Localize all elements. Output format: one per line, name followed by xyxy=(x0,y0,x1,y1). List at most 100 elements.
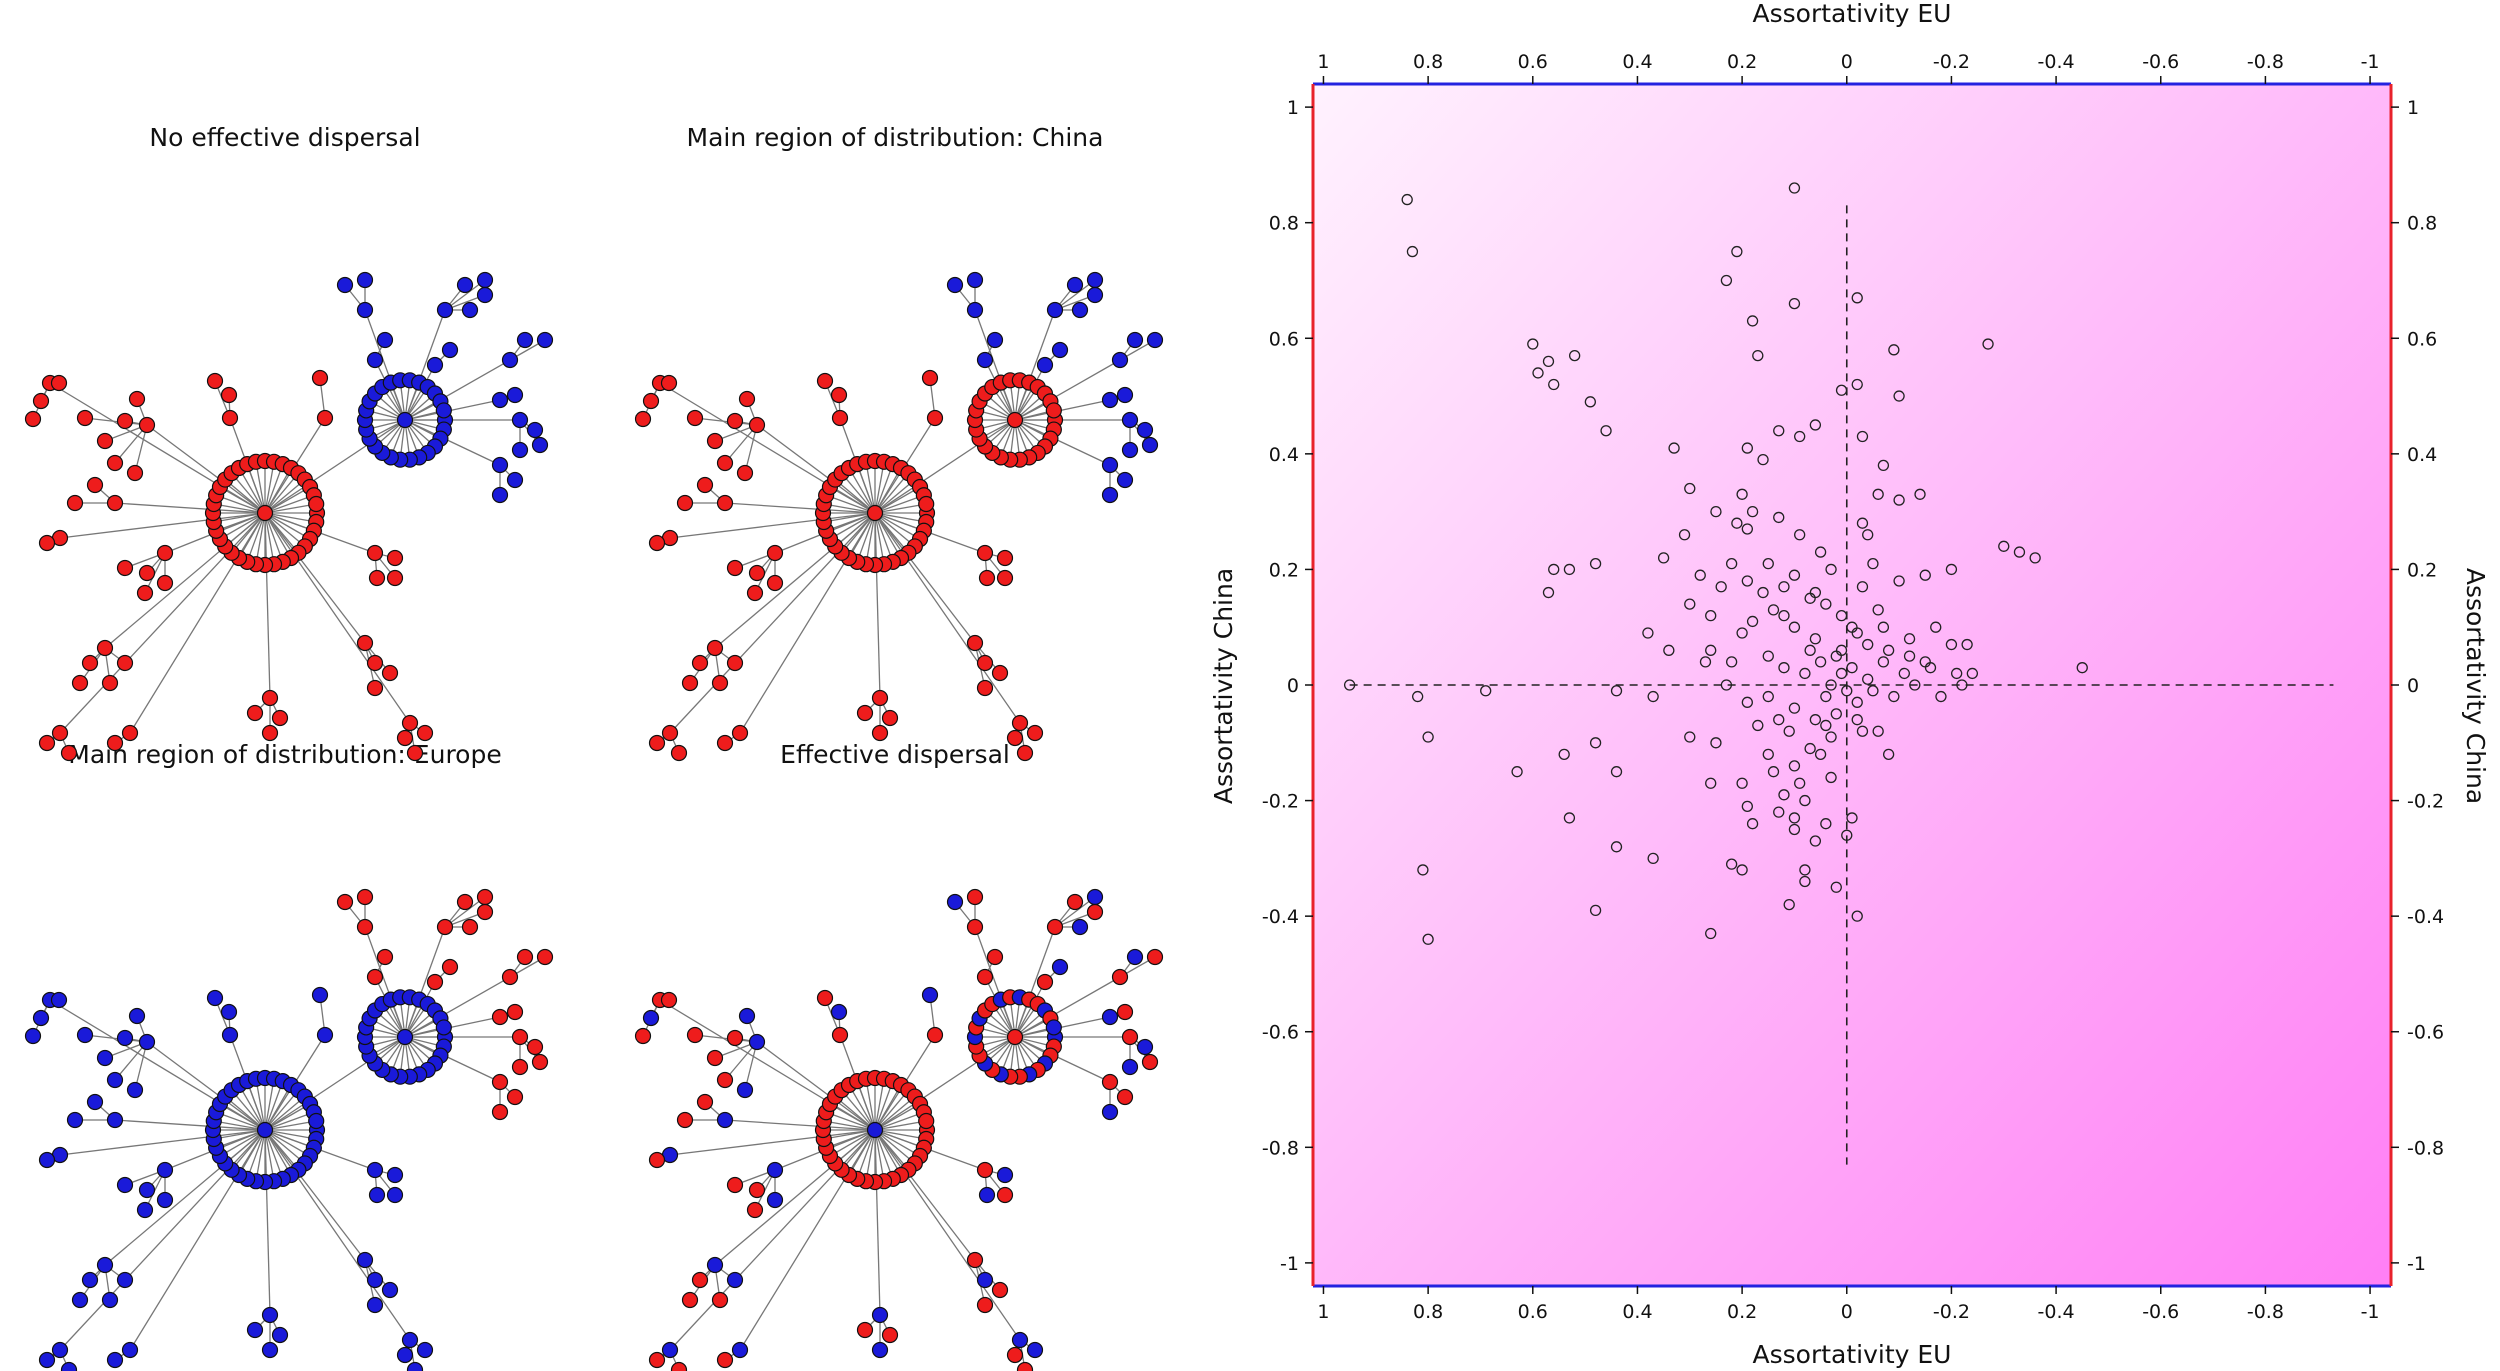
network-node xyxy=(501,351,519,369)
network-node xyxy=(491,486,509,504)
network-node xyxy=(311,986,329,1004)
scatter-point xyxy=(1835,610,1848,622)
network-node xyxy=(396,1346,414,1364)
network-node xyxy=(441,341,459,359)
network-node xyxy=(1116,386,1134,404)
network-node xyxy=(336,276,354,294)
network-edge xyxy=(404,364,436,421)
network-edge xyxy=(215,1111,266,1131)
y-tick-label-right: 0.2 xyxy=(2407,559,2437,581)
scatter-point xyxy=(1584,396,1596,408)
network-node xyxy=(686,1026,704,1044)
network-edge xyxy=(1014,419,1111,466)
network-edge xyxy=(264,1080,284,1131)
scatter-point xyxy=(1956,679,1968,691)
network-node xyxy=(116,412,134,430)
scatter-point xyxy=(1804,644,1816,656)
network-node xyxy=(511,411,529,429)
network-node xyxy=(921,369,939,387)
network-edge xyxy=(114,502,266,514)
network-node xyxy=(696,476,714,494)
y-tick-label-left: 0.2 xyxy=(1269,559,1299,581)
y-tick-label-left: 0.4 xyxy=(1269,444,1299,466)
network-node xyxy=(976,1161,994,1179)
network-node xyxy=(738,1007,756,1025)
network-node xyxy=(96,432,114,450)
y-tick-label-right: -0.8 xyxy=(2407,1137,2444,1159)
network-node xyxy=(261,724,279,742)
network-node xyxy=(1101,1008,1119,1026)
network-node xyxy=(116,559,134,577)
network-edge xyxy=(874,503,927,514)
network-edge xyxy=(264,512,366,644)
network-node xyxy=(461,918,479,936)
x-tick-label-top: 0.4 xyxy=(1622,51,1652,73)
network-node xyxy=(106,734,124,752)
network-edge xyxy=(874,1129,902,1176)
scatter-point xyxy=(1657,552,1670,564)
network-edge xyxy=(724,424,758,464)
network-node xyxy=(736,464,754,482)
network-node xyxy=(271,1326,289,1344)
network-edge xyxy=(874,419,1016,514)
network-node xyxy=(634,1027,652,1045)
network-node xyxy=(976,1296,994,1314)
scatter-point xyxy=(1862,638,1874,651)
scatter-point xyxy=(1741,696,1753,708)
network-node xyxy=(726,654,744,672)
x-tick-label-top: 0.2 xyxy=(1727,51,1757,73)
network-edge xyxy=(874,512,976,644)
network-node xyxy=(96,1256,114,1274)
network-edge xyxy=(264,472,299,514)
scatter-point xyxy=(1783,725,1795,737)
network-edge xyxy=(59,1129,266,1156)
network-node xyxy=(946,276,964,294)
scatter-point xyxy=(1741,575,1753,587)
network-node xyxy=(766,574,784,592)
network-edge xyxy=(874,1129,921,1157)
scatter-point xyxy=(1752,719,1764,732)
scatter-point xyxy=(1746,818,1759,830)
network-edge xyxy=(841,472,876,514)
scatter-point xyxy=(1982,338,1994,350)
scatter-point xyxy=(1809,586,1822,599)
network-node xyxy=(491,1008,509,1026)
network-node xyxy=(1141,1053,1159,1071)
network-node xyxy=(71,1291,89,1309)
scatter-point xyxy=(1788,760,1801,772)
network-edge xyxy=(724,1119,876,1131)
network-edge xyxy=(264,486,311,514)
network-edge xyxy=(865,461,876,514)
network-node xyxy=(106,1071,124,1089)
scatter-point xyxy=(1767,604,1780,616)
network-panels: No effective dispersal Main region of di… xyxy=(24,123,1164,1371)
network-edge xyxy=(255,512,266,565)
network-node xyxy=(1101,391,1119,409)
network-edge xyxy=(444,279,486,311)
scatter-point xyxy=(1851,910,1863,922)
network-node xyxy=(731,724,749,742)
network-edge xyxy=(1014,926,1056,1038)
scatter-points xyxy=(1343,182,2088,945)
network-graph-no-effective-dispersal xyxy=(24,271,554,762)
network-node xyxy=(101,1291,119,1309)
plot-background xyxy=(1313,84,2391,1286)
network-node xyxy=(396,729,414,747)
network-node xyxy=(491,456,509,474)
network-node xyxy=(311,369,329,387)
network-node xyxy=(121,1341,139,1359)
network-edge xyxy=(694,417,758,426)
network-edge xyxy=(825,494,876,514)
network-node xyxy=(271,709,289,727)
network-edge xyxy=(714,512,876,649)
network-edge xyxy=(874,512,1021,724)
network-node xyxy=(726,559,744,577)
network-node xyxy=(748,1181,766,1199)
scatter-point xyxy=(1893,390,1905,402)
x-tick-label-bottom: 1 xyxy=(1317,1301,1329,1323)
scatter-point xyxy=(1966,667,1979,680)
scatter-point xyxy=(1820,598,1832,610)
network-node xyxy=(476,286,494,304)
scatter-point xyxy=(1773,806,1785,818)
